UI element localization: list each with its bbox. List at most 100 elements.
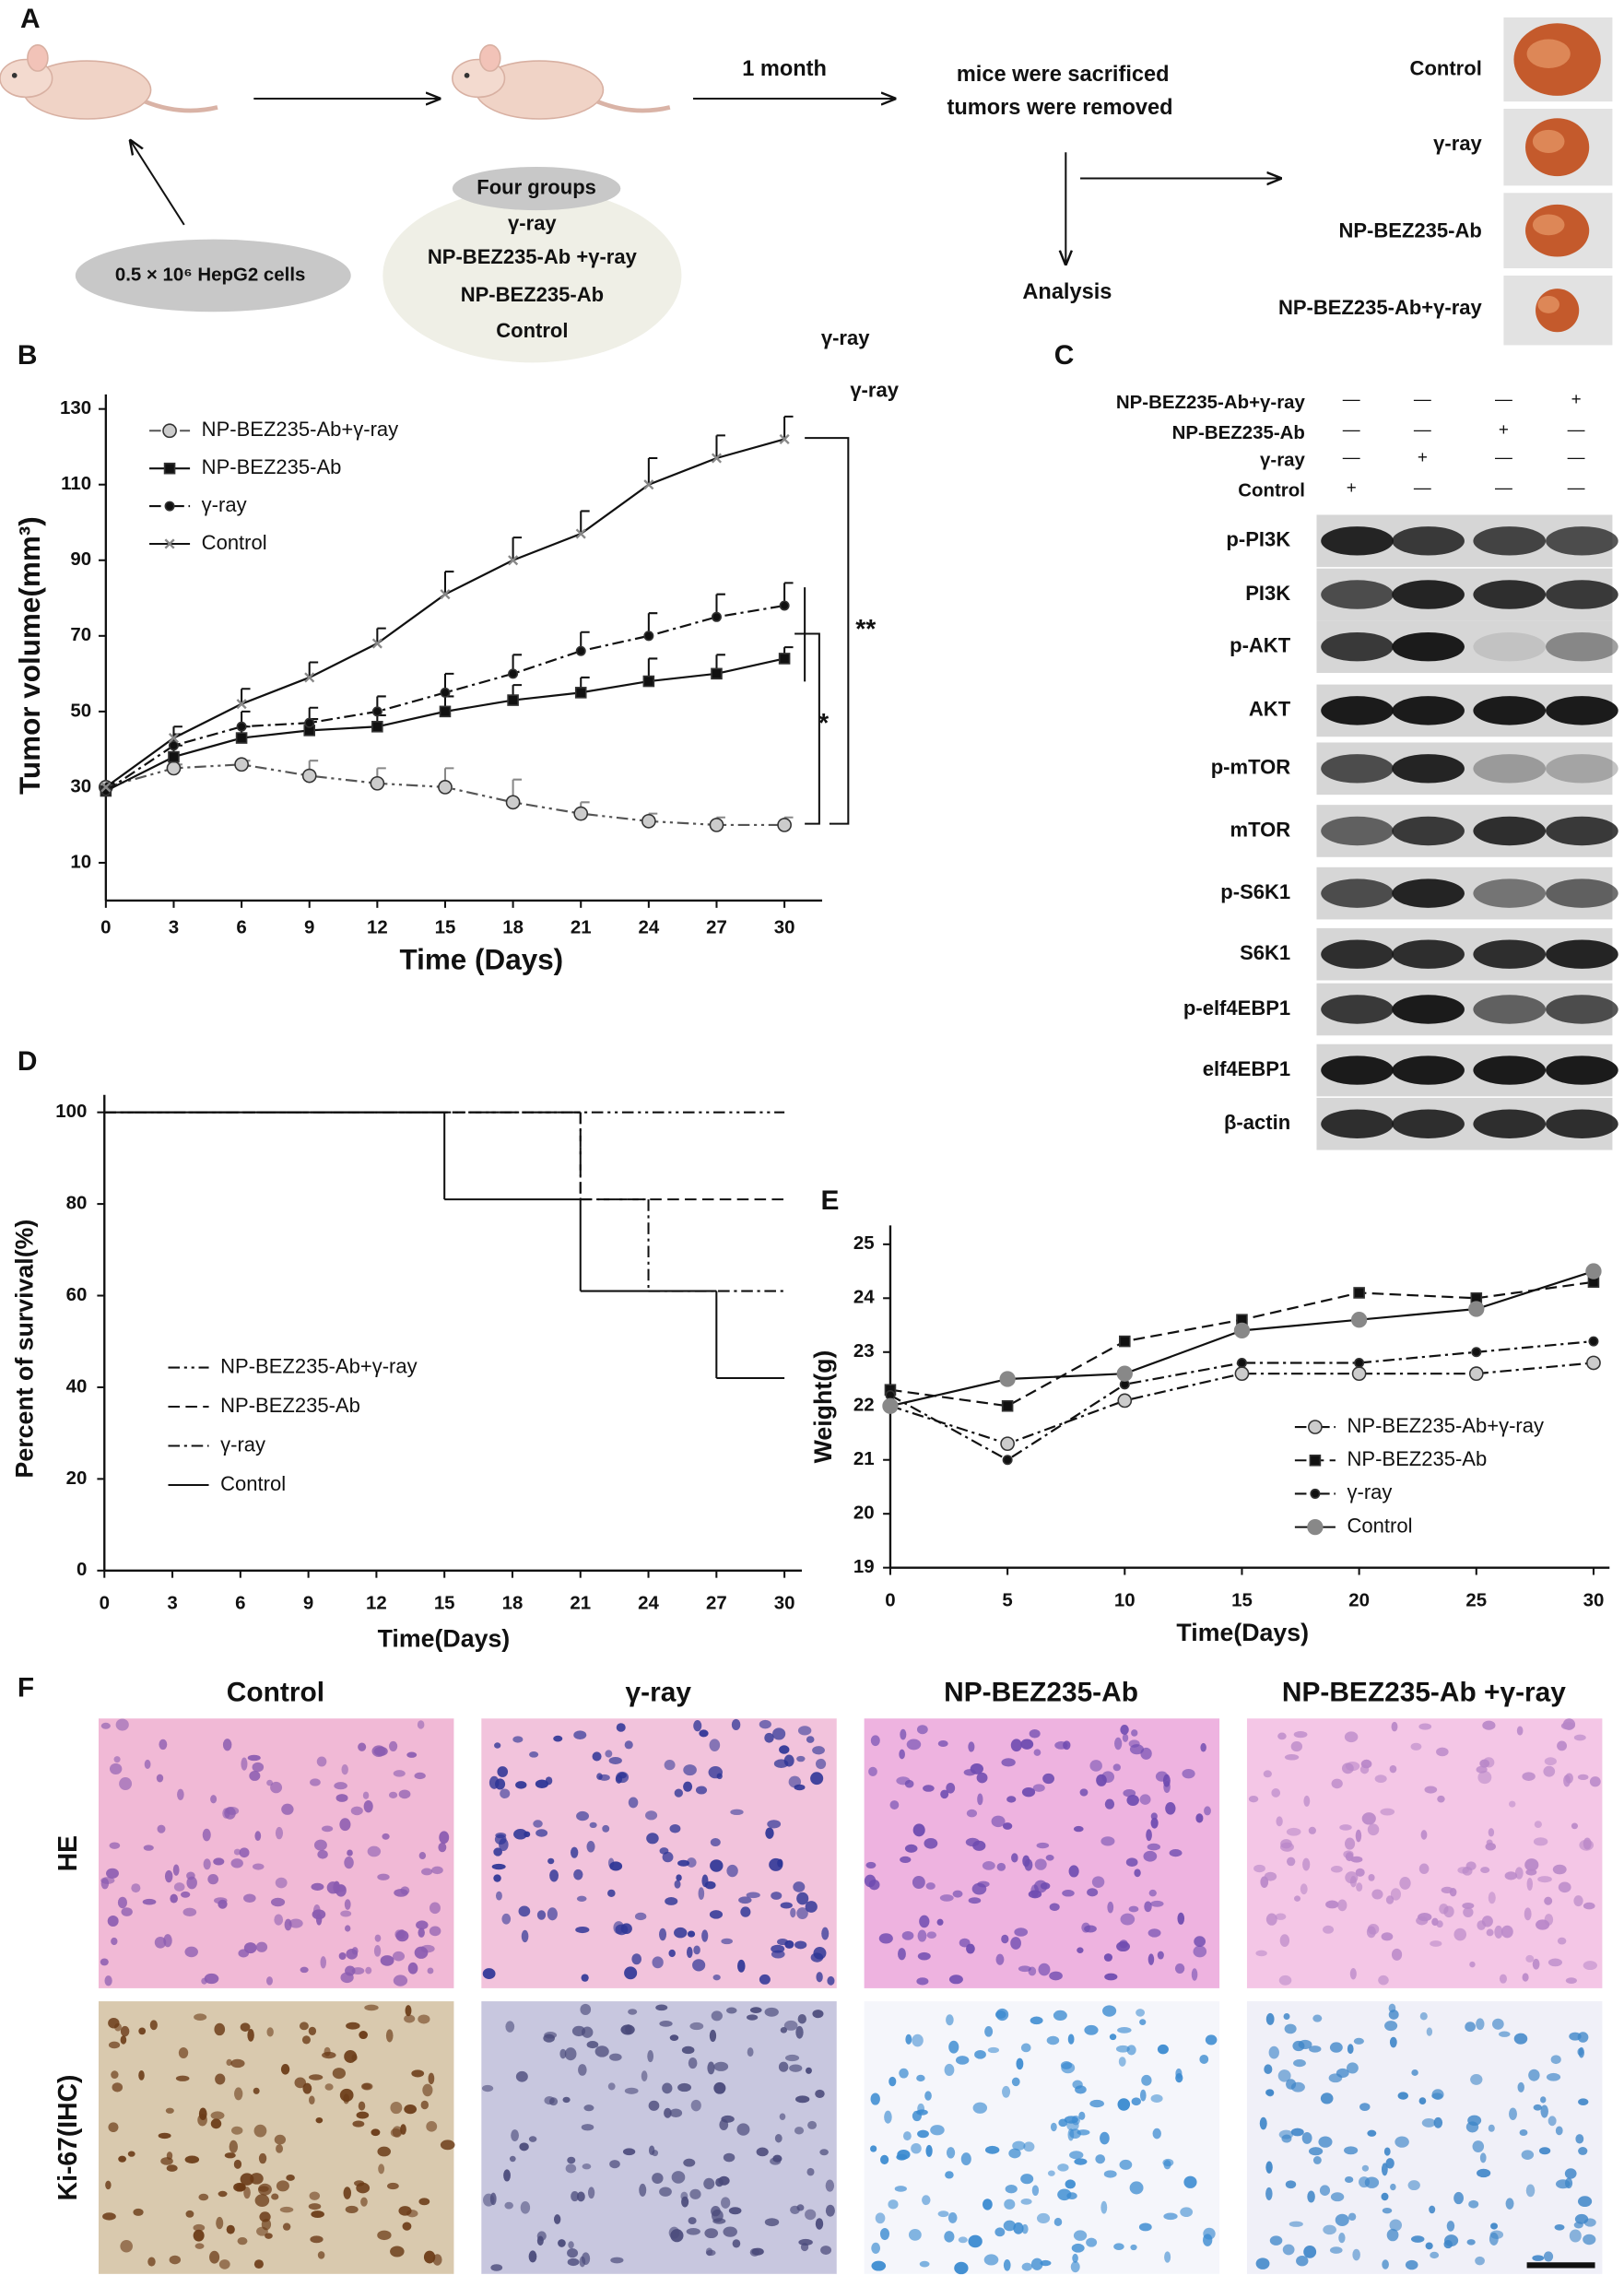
error-bar — [443, 571, 454, 595]
nucleus — [1150, 1817, 1159, 1829]
nucleus — [218, 1899, 228, 1909]
nucleus — [1565, 1977, 1577, 1985]
nucleus — [339, 1818, 351, 1832]
nucleus — [553, 2214, 561, 2224]
marker — [235, 732, 248, 744]
nucleus — [1577, 1774, 1589, 1781]
legend-label: NP-BEZ235-Ab+γ-ray — [202, 418, 399, 441]
nucleus — [521, 1929, 529, 1943]
nucleus — [917, 1929, 927, 1942]
marker — [234, 757, 249, 772]
nucleus — [271, 2193, 279, 2200]
nucleus — [482, 1968, 496, 1980]
nucleus — [764, 2218, 780, 2227]
nucleus — [1349, 1967, 1357, 1980]
annotation: * — [818, 708, 829, 737]
nucleus — [320, 1956, 326, 1969]
nucleus — [1003, 2258, 1011, 2271]
condition-mark: — — [1343, 419, 1360, 439]
x-tick-label: 6 — [236, 916, 246, 937]
nucleus — [639, 2183, 647, 2197]
nucleus — [1143, 1850, 1158, 1862]
nucleus — [1399, 1876, 1411, 1890]
row-title: HE — [53, 1835, 82, 1871]
nucleus — [1467, 2115, 1482, 2127]
annotation: γ-ray — [821, 326, 870, 349]
nucleus — [1534, 1821, 1542, 1829]
nucleus — [1453, 1927, 1467, 1941]
x-tick-label: 30 — [774, 916, 795, 937]
arrow — [131, 141, 185, 226]
y-tick-label: 70 — [70, 624, 91, 645]
nucleus — [917, 1951, 931, 1961]
condition-label: Control — [1238, 480, 1305, 501]
nucleus — [609, 2053, 622, 2061]
nucleus — [947, 2211, 958, 2223]
nucleus — [1018, 1965, 1031, 1973]
nucleus — [562, 2096, 571, 2104]
nucleus — [373, 1944, 382, 1957]
nucleus — [389, 1740, 398, 1751]
nucleus — [944, 2231, 955, 2243]
protein-label: p-mTOR — [1211, 756, 1291, 779]
series-line — [889, 1280, 1595, 1408]
significance-bracket — [794, 632, 820, 825]
nucleus — [159, 1739, 168, 1751]
y-tick-label: 25 — [853, 1232, 875, 1254]
nucleus — [674, 1788, 683, 1798]
nucleus — [1203, 2234, 1213, 2246]
nucleus — [1353, 2037, 1364, 2045]
nucleus — [317, 1849, 328, 1859]
nucleus — [1276, 1816, 1283, 1827]
column-title: γ-ray — [626, 1677, 692, 1707]
nucleus — [816, 1972, 823, 1983]
nucleus — [1307, 2190, 1315, 2203]
nucleus — [1548, 2116, 1557, 2127]
nucleus — [1494, 1925, 1503, 1939]
panel-label: F — [18, 1673, 34, 1703]
nucleus — [960, 2152, 971, 2165]
marker — [1351, 1366, 1367, 1382]
mouse-ear — [478, 44, 501, 72]
nucleus — [100, 1877, 115, 1884]
nucleus — [364, 2004, 379, 2011]
legend-marker — [164, 538, 175, 549]
condition-label: NP-BEZ235-Ab+γ-ray — [1116, 392, 1306, 413]
nucleus — [505, 2021, 515, 2033]
nucleus — [157, 1824, 166, 1833]
blot-band — [1473, 878, 1547, 908]
nucleus — [794, 1940, 807, 1950]
nucleus — [952, 1890, 963, 1898]
nucleus — [518, 1905, 531, 1917]
nucleus — [1042, 1773, 1055, 1785]
nucleus — [589, 1821, 597, 1829]
nucleus — [688, 2057, 698, 2069]
nucleus — [1175, 2072, 1183, 2083]
y-tick-label: 50 — [70, 700, 91, 721]
condition-mark: — — [1495, 447, 1512, 466]
nucleus — [641, 2070, 648, 2081]
nucleus — [184, 1946, 198, 1958]
blot-band — [1546, 1055, 1618, 1085]
blot-band — [1546, 816, 1618, 846]
nucleus — [587, 2187, 595, 2199]
nucleus — [341, 1764, 348, 1775]
nucleus — [377, 2230, 392, 2241]
label: mice were sacrificed — [957, 62, 1170, 86]
y-tick-label: 90 — [70, 548, 91, 570]
nucleus — [1067, 2034, 1075, 2045]
nucleus — [1548, 1958, 1563, 1967]
nucleus — [1275, 1913, 1287, 1920]
x-tick-label: 15 — [434, 1592, 455, 1613]
nucleus — [905, 2034, 912, 2045]
nucleus — [747, 2047, 754, 2057]
nucleus — [504, 2201, 513, 2210]
nucleus — [688, 2217, 697, 2225]
nucleus — [1583, 1837, 1592, 1850]
condition-mark: — — [1414, 389, 1431, 408]
nucleus — [1418, 1723, 1432, 1730]
nucleus — [489, 2192, 497, 2206]
nucleus — [407, 1962, 418, 1975]
nucleus — [1100, 2131, 1110, 2145]
nucleus — [1136, 2009, 1146, 2017]
